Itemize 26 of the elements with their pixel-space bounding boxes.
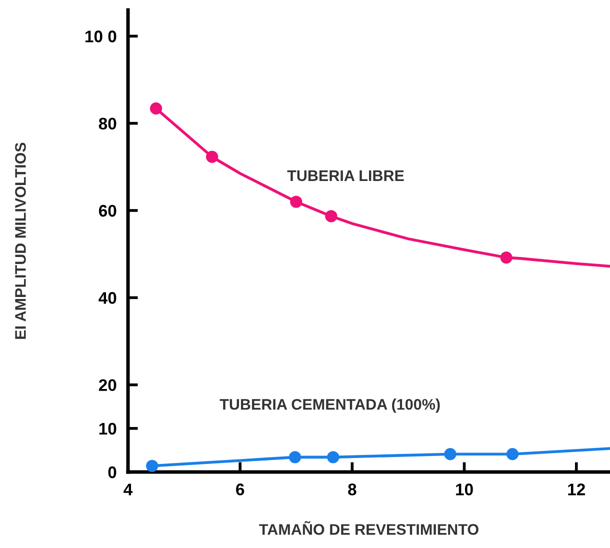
x-tick-label: 8 xyxy=(348,484,356,496)
y-axis-title: EI AMPLITUD MILIVOLTIOS xyxy=(15,142,26,339)
y-tick-label: 0 xyxy=(108,466,116,478)
point xyxy=(150,102,162,115)
y-tick-label: 10 xyxy=(99,422,116,435)
point xyxy=(327,451,340,464)
y-tick-label: 60 xyxy=(98,204,116,217)
x-tick-label: 10 xyxy=(456,484,473,496)
y-tick-label: 10 0 xyxy=(86,30,116,42)
x-tick-label: 4 xyxy=(124,484,133,496)
point xyxy=(500,251,512,264)
x-axis-title: TAMAÑO DE REVESTIMIENTO xyxy=(259,521,478,535)
x-tick-label: 12 xyxy=(568,484,585,496)
point xyxy=(506,448,519,460)
y-tick-label: 40 xyxy=(98,292,116,304)
point xyxy=(444,448,456,460)
y-tick-label: 80 xyxy=(98,118,116,130)
text: TUBERIA CEMENTADA (100%) xyxy=(220,398,440,413)
x-tick-label: 6 xyxy=(236,484,244,496)
point xyxy=(325,210,338,222)
point xyxy=(206,150,218,163)
y-tick-label: 20 xyxy=(98,379,116,392)
series-label: TUBERIA LIBRE xyxy=(287,170,404,182)
point xyxy=(288,451,302,464)
point xyxy=(290,196,302,208)
point xyxy=(146,460,158,472)
